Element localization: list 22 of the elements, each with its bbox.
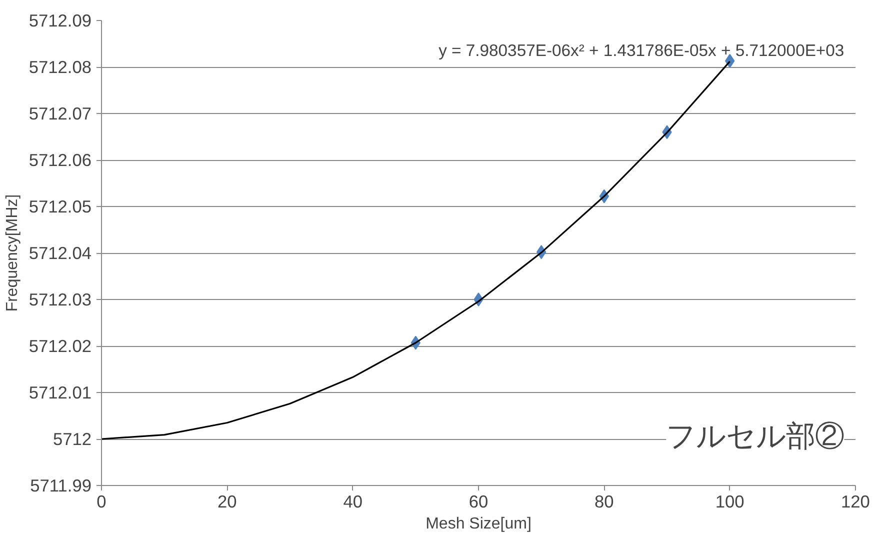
x-tick-label: 100	[715, 492, 744, 512]
y-tick-label: 5712.03	[28, 290, 92, 310]
x-tick-label: 60	[468, 492, 488, 512]
y-tick-label: 5712.08	[28, 57, 92, 77]
y-tick-label: 5712.07	[28, 104, 92, 124]
x-tick-label: 80	[594, 492, 614, 512]
y-tick-label: 5712.09	[28, 10, 92, 30]
y-tick-label: 5712.01	[28, 382, 92, 402]
y-tick-label: 5712	[52, 429, 92, 449]
x-tick-label: 0	[96, 492, 106, 512]
x-tick-label: 20	[218, 492, 237, 512]
x-tick-label: 40	[343, 492, 362, 512]
y-axis-title: Frequency[MHz]	[4, 194, 21, 312]
x-tick-label: 120	[841, 492, 870, 512]
y-tick-label: 5712.04	[28, 243, 92, 263]
annotation: フルセル部②	[666, 420, 844, 453]
y-tick-label: 5712.05	[28, 196, 92, 216]
annotation: y = 7.980357E-06x² + 1.431786E-05x + 5.712000E+03	[438, 41, 844, 60]
y-tick-label: 5712.02	[28, 336, 92, 356]
y-tick-label: 5711.99	[30, 476, 92, 496]
y-tick-label: 5712.06	[28, 150, 92, 170]
x-axis-title: Mesh Size[um]	[426, 516, 532, 532]
